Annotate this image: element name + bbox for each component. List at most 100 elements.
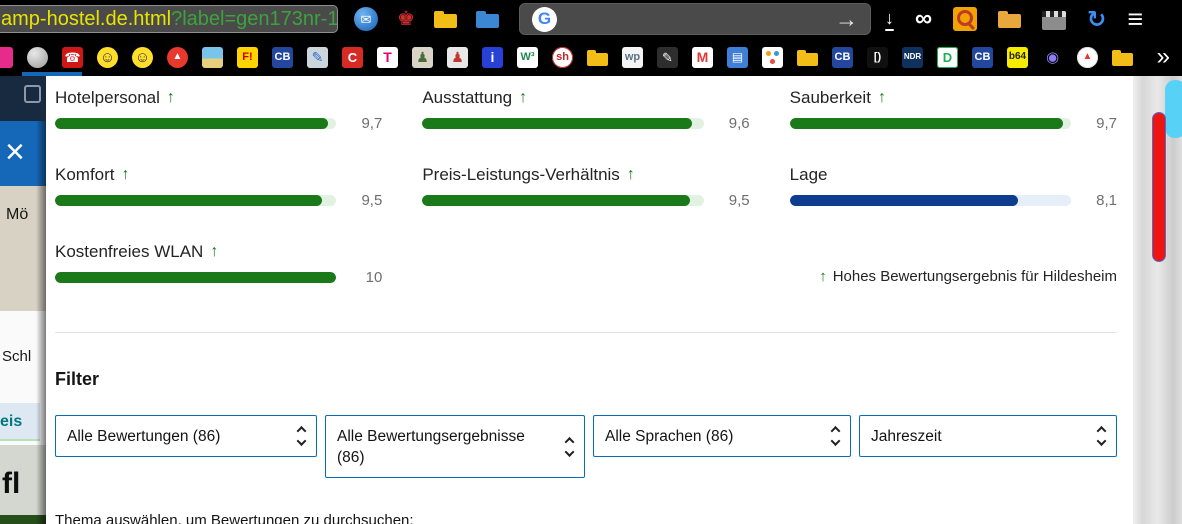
arrow-up-icon: ↑ [626, 166, 635, 183]
info-icon[interactable]: i [482, 46, 503, 68]
rating-bar-track [422, 118, 704, 129]
fragment-text: Mö [6, 206, 29, 223]
chevron-updown-icon [1096, 426, 1107, 446]
folder-tools-icon[interactable] [998, 9, 1022, 29]
search-submit-icon[interactable]: → [834, 5, 858, 32]
flame-icon[interactable]: ▲ [167, 46, 188, 68]
b64-icon[interactable]: b64 [1007, 46, 1028, 68]
smiley-tongue-icon[interactable]: ☺ [97, 46, 118, 68]
toolbar-left-icons: ✉ ♚ [354, 7, 499, 31]
location-pin-icon[interactable]: ◉ [1045, 48, 1060, 66]
cb-icon[interactable]: CB [972, 46, 993, 68]
ratings-grid: Hotelpersonal ↑ 9,7 Ausstattung ↑ 9,6 Sauberke… [55, 88, 1117, 286]
city-score-note: ↑ Hohes Bewertungsergebnis für Hildeshei… [790, 242, 1117, 286]
filter-dropdown-2[interactable]: Alle Bewertungsergebnisse (86) [325, 415, 585, 478]
download-icon[interactable]: ↓ [884, 7, 894, 31]
search-addon-icon[interactable] [953, 7, 978, 31]
wp-icon[interactable]: wp [622, 46, 643, 68]
search-input[interactable]: G → [518, 3, 871, 35]
toolbar-right-icons: ↓ ∞ ↻ ≡ [884, 3, 1144, 34]
teal-link-fragment[interactable]: eis [0, 403, 40, 441]
thunderbird-icon[interactable]: ✉ [354, 7, 378, 31]
chat-icon[interactable]: ▤ [727, 46, 748, 68]
rating-bar-fill [789, 118, 1063, 129]
rating-score: 9,5 [728, 192, 750, 209]
rating-label: Sauberkeit [789, 88, 871, 107]
filter-dropdown-4[interactable]: Jahreszeit [859, 415, 1117, 457]
scroll-position-marker [1152, 112, 1166, 262]
cb-icon[interactable]: CB [832, 46, 853, 68]
d-icon[interactable]: D [937, 46, 958, 68]
arrow-up-icon: ↑ [121, 166, 130, 183]
dots-icon[interactable] [762, 46, 783, 68]
clipboard-pencil-icon[interactable]: ✎ [307, 46, 328, 68]
topic-search-hint: Thema auswählen, um Bewertungen zu durch… [55, 512, 414, 524]
gmail-icon[interactable]: M [692, 46, 713, 68]
filter-dropdown-3[interactable]: Alle Sprachen (86) [593, 415, 851, 457]
rating-label: Ausstattung [422, 88, 513, 107]
rating-label: Kostenfreies WLAN [55, 242, 204, 261]
scrollbar-thumb[interactable] [1165, 80, 1182, 138]
cb-icon[interactable]: CB [272, 46, 293, 68]
rating-bar-fill [422, 118, 693, 129]
panel-shadow [36, 121, 46, 524]
open-folder-icon[interactable] [433, 9, 457, 29]
red-figure-icon[interactable]: ♚ [397, 8, 415, 30]
rating-label: Komfort [55, 165, 115, 184]
blue-folder-icon[interactable] [475, 9, 499, 29]
brackets-icon[interactable]: [) [867, 46, 888, 68]
rating-item: Hotelpersonal ↑ 9,7 [55, 88, 382, 132]
browser-toolbar: amp-hostel.de.html ?label=gen173nr-1 ✉ ♚ … [0, 0, 1182, 38]
phonebook-icon[interactable]: ☎ [62, 46, 83, 68]
ndr-icon[interactable]: NDR [902, 46, 923, 68]
rating-bar-track [789, 195, 1071, 206]
filter-dropdown-1[interactable]: Alle Bewertungen (86) [55, 415, 317, 457]
pen-icon[interactable]: ✎ [657, 46, 678, 68]
arrow-up-icon: ↑ [519, 89, 528, 106]
dark-green-strip [0, 515, 46, 524]
w3schools-icon[interactable]: W³ [517, 46, 538, 68]
flame2-icon[interactable]: ▲ [1077, 46, 1098, 68]
sync-icon[interactable]: ↻ [1087, 5, 1107, 32]
private-mask-icon[interactable]: ∞ [914, 5, 933, 32]
scrollbar-track[interactable] [1133, 76, 1182, 524]
fragment-text: Schl [2, 348, 32, 365]
bookmarks-overflow-icon[interactable]: » [1156, 43, 1170, 70]
close-icon: × [5, 133, 25, 171]
rating-bar-track [55, 272, 337, 283]
dropdown-value: Alle Bewertungsergebnisse (86) [337, 428, 525, 466]
rating-bar-track [55, 118, 337, 129]
rating-bar-track [55, 195, 337, 206]
telekom-icon[interactable]: T [377, 46, 398, 68]
fritz-icon[interactable]: F! [237, 46, 258, 68]
rating-bar-track [422, 195, 704, 206]
menu-icon[interactable]: ≡ [1127, 3, 1144, 34]
beach-icon[interactable] [202, 46, 223, 68]
pink-icon[interactable] [0, 46, 13, 68]
arrow-up-icon: ↑ [210, 243, 219, 260]
video-clapper-icon[interactable] [1042, 10, 1067, 30]
url-bar[interactable]: amp-hostel.de.html ?label=gen173nr-1 [0, 5, 338, 33]
dropdown-value: Jahreszeit [871, 428, 942, 445]
url-query-text: ?label=gen173nr-1 [171, 7, 338, 30]
rating-bar-fill [55, 118, 328, 129]
arrow-up-icon: ↑ [166, 89, 175, 106]
figure-icon[interactable]: ♟ [412, 46, 433, 68]
folder-icon[interactable] [1112, 47, 1133, 68]
fragment-text: fl [2, 467, 21, 500]
figures-icon[interactable]: ♟ [447, 46, 468, 68]
reviews-panel: Hotelpersonal ↑ 9,7 Ausstattung ↑ 9,6 Sauberke… [46, 76, 1133, 524]
filter-dropdown-row: Alle Bewertungen (86) Alle Bewertungserge… [55, 415, 1117, 478]
rating-bar-fill [55, 195, 323, 206]
rating-score: 9,5 [361, 192, 383, 209]
smiley-icon[interactable]: ☺ [132, 46, 153, 68]
rating-item: Preis-Leistungs-Verhältnis ↑ 9,5 [422, 165, 750, 209]
folder-icon[interactable] [587, 47, 608, 68]
grid-spacer [422, 242, 749, 286]
folder-icon[interactable] [797, 47, 818, 68]
url-text: amp-hostel.de.html [1, 7, 172, 30]
sh-icon[interactable]: sh [552, 46, 573, 68]
rating-score: 10 [365, 269, 383, 286]
c-icon[interactable]: C [342, 46, 363, 68]
sphere-icon[interactable] [27, 46, 48, 68]
